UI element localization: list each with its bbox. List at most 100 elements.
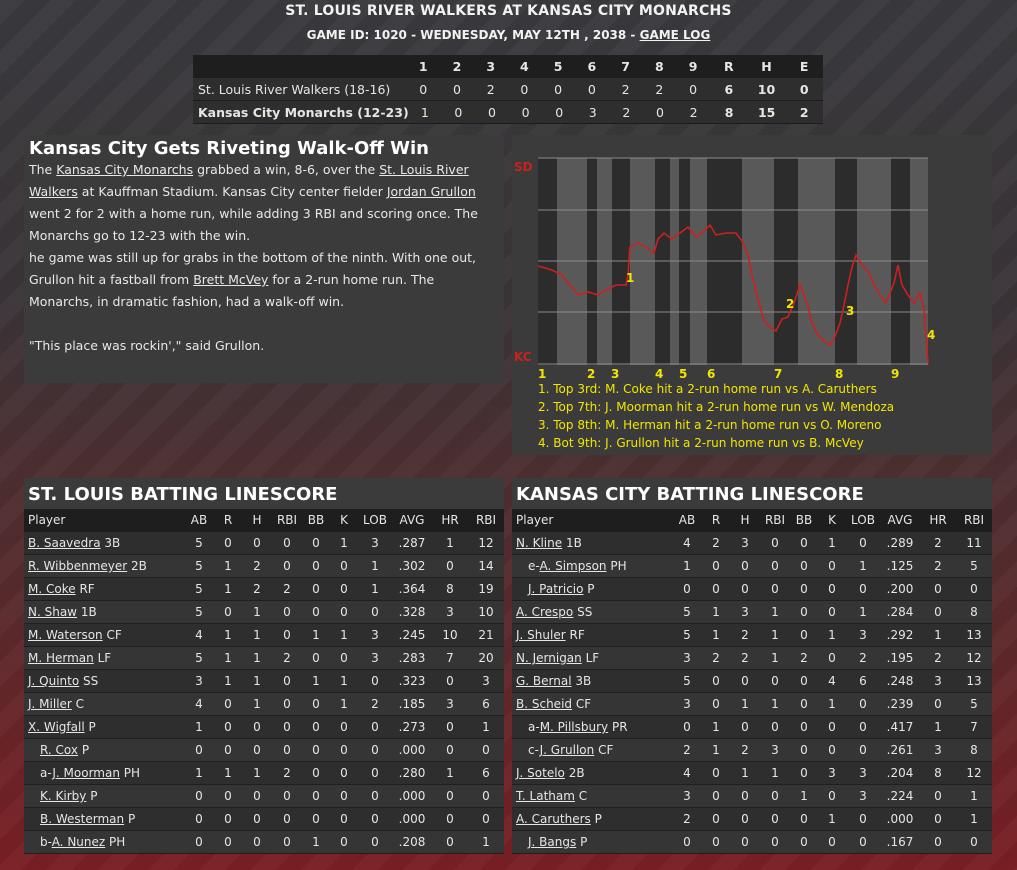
stat-cell: 0 [712,812,720,826]
inning-score: 2 [621,81,630,97]
col-header: R [711,513,721,527]
player-link[interactable]: J. Bangs [528,835,577,849]
team-link[interactable]: St. Louis River Walkers [29,162,469,199]
table-row: J. Miller C 4 0 1 0 0 1 2 .185 3 6 [24,693,504,716]
player-position: P [81,743,90,757]
stat-cell: 1 [312,628,320,642]
stat-cell: 2 [741,651,749,665]
stat-cell: 0 [340,651,348,665]
stat-cell: .245 [398,628,426,642]
stat-cell: 0 [934,697,942,711]
hits-header: H [761,58,772,74]
player-link[interactable]: M. Waterson [28,628,103,642]
player-link[interactable]: A. Simpson [539,559,607,573]
player-link[interactable]: J. Miller [28,697,72,711]
stat-cell: 3 [446,605,454,619]
col-header: H [740,513,750,527]
col-header: AVG [399,513,425,527]
player-link[interactable]: K. Kirby [40,789,87,803]
player-link[interactable]: R. Wibbenmeyer [28,559,128,573]
player-position: P [88,720,96,734]
stat-cell: 0 [712,697,720,711]
player-link[interactable]: B. Westerman [40,812,125,826]
stat-cell: 0 [800,697,808,711]
player-link[interactable]: J. Shuler [516,628,566,642]
stat-cell: 8 [934,766,942,780]
home-hits: 15 [757,104,776,120]
stat-cell: 0 [253,789,261,803]
stat-cell: 2 [934,559,942,573]
stat-cell: .000 [398,789,426,803]
player-link[interactable]: A. Crespo [516,605,574,619]
stat-cell: 3 [741,605,749,619]
stat-cell: .125 [886,559,914,573]
stat-cell: 8 [970,605,978,619]
player-link[interactable]: G. Bernal [516,674,572,688]
stat-cell: 0 [312,651,320,665]
stat-cell: 0 [446,812,454,826]
player-link[interactable]: M. Pillsbury [539,720,609,734]
player-cell: b-A. Nunez PH [24,835,184,849]
stat-cell: 0 [283,674,291,688]
stat-cell: 1 [340,628,348,642]
stat-cell: 0 [446,743,454,757]
stat-cell: 1 [970,812,978,826]
player-link[interactable]: B. Saavedra [28,536,101,550]
stat-cell: 0 [800,674,808,688]
team-link[interactable]: Kansas City Monarchs [56,162,194,177]
player-cell: J. Sotelo 2B [512,766,672,780]
stat-cell: 3 [771,743,779,757]
game-info-text: GAME ID: 1020 - WEDNESDAY, MAY 12TH , 20… [306,28,640,42]
player-position: SS [577,605,593,619]
table-row: M. Waterson CF 4 1 1 0 1 1 3.245 10 21 [24,624,504,647]
player-cell: M. Herman LF [24,651,184,665]
stat-cell: 0 [741,789,749,803]
line-score-home-row: Kansas City Monarchs (12-23) 1 0 0 0 0 3… [193,101,823,124]
stat-cell: 0 [224,789,232,803]
player-link[interactable]: J. Grullon [539,743,595,757]
stat-cell: 0 [340,743,348,757]
player-link[interactable]: A. Nunez [51,835,106,849]
stat-cell: 0 [482,789,490,803]
table-row: A. Caruthers P 2 0 0 0 0 1 0 .000 0 1 [512,808,992,831]
player-link[interactable]: J. Sotelo [516,766,565,780]
game-log-link[interactable]: GAME LOG [639,28,711,42]
player-link[interactable]: X. Wigfall [28,720,85,734]
stat-cell: 5 [683,605,691,619]
player-link[interactable]: N. Kline [516,536,563,550]
player-link[interactable]: J. Patricio [528,582,584,596]
stat-cell: 2 [800,651,808,665]
stat-cell: 0 [312,720,320,734]
player-cell: A. Caruthers P [512,812,672,826]
player-link[interactable]: B. Scheid [516,697,573,711]
stat-cell: 1 [253,628,261,642]
stat-cell: 0 [970,582,978,596]
player-link[interactable]: R. Cox [40,743,78,757]
batting-header-row: Player AB R H RBI BB K LOB AVG HR RBI [512,509,992,532]
player-link[interactable]: T. Latham [516,789,575,803]
stat-cell: 0 [800,835,808,849]
stat-cell: 0 [195,743,203,757]
player-link[interactable]: M. Coke [28,582,76,596]
player-link[interactable]: N. Jernigan [516,651,582,665]
player-link[interactable]: J. Moorman [52,766,120,780]
win-probability-panel: SD KC 1 2 3 4 5 6 7 8 9 1 2 3 4 [512,135,992,455]
table-row: N. Shaw 1B 5 0 1 0 0 0 0.328 3 10 [24,601,504,624]
player-link[interactable]: M. Herman [28,651,94,665]
stat-cell: 3 [683,697,691,711]
player-link[interactable]: Jordan Grullon [386,184,476,199]
stat-cell: 4 [683,766,691,780]
stat-cell: 0 [253,812,261,826]
inning-header: 7 [621,58,630,74]
stat-cell: 0 [283,835,291,849]
stat-cell: 1 [828,697,836,711]
stat-cell: 0 [224,697,232,711]
player-position: 1B [565,536,582,550]
stat-cell: 0 [934,605,942,619]
player-link[interactable]: A. Caruthers [516,812,591,826]
player-link[interactable]: N. Shaw [28,605,77,619]
player-link[interactable]: Brett McVey [193,272,269,287]
stat-cell: 1 [800,789,808,803]
player-position: CF [575,697,592,711]
player-link[interactable]: J. Quinto [28,674,80,688]
